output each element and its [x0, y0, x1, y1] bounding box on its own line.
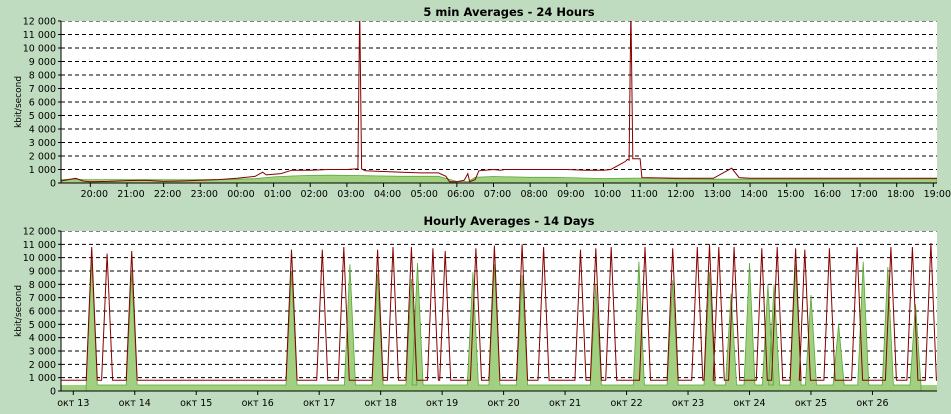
x-tick-label: 04:00 [374, 189, 401, 200]
outbound-line [61, 21, 937, 183]
x-tick-label: 16:00 [814, 189, 841, 200]
x-tick-label: 14:00 [740, 189, 767, 200]
y-tick-label: 0 [50, 179, 56, 190]
x-tick-label: 07:00 [484, 189, 511, 200]
chart-title: 5 min Averages - 24 Hours [423, 5, 594, 19]
y-tick-label: 11 000 [23, 30, 56, 41]
x-tick-label: 22:00 [154, 189, 181, 200]
y-tick-label: 7 000 [29, 84, 56, 95]
y-tick-label: 12 000 [23, 227, 56, 238]
y-tick-label: 9 000 [29, 267, 56, 278]
x-tick-label: 15:00 [777, 189, 804, 200]
y-tick-label: 1 000 [29, 165, 56, 176]
x-tick-label: 12:00 [667, 189, 694, 200]
x-tick-label: окт 25 [795, 398, 827, 409]
x-tick-label: 08:00 [520, 189, 547, 200]
x-tick-label: окт 20 [488, 398, 520, 409]
x-tick-label: 01:00 [264, 189, 291, 200]
inbound-area [85, 260, 922, 391]
y-tick-label: 7 000 [29, 293, 56, 304]
y-tick-label: 12 000 [23, 17, 56, 28]
y-tick-label: 2 000 [29, 152, 56, 163]
x-tick-label: 11:00 [630, 189, 657, 200]
x-tick-label: окт 22 [610, 398, 642, 409]
x-tick-label: 21:00 [117, 189, 144, 200]
x-tick-label: 20:00 [81, 189, 108, 200]
x-tick-label: 00:00 [227, 189, 254, 200]
x-tick-label: 03:00 [337, 189, 364, 200]
y-tick-label: 5 000 [29, 111, 56, 122]
x-tick-label: окт 23 [672, 398, 704, 409]
x-tick-label: окт 26 [856, 398, 888, 409]
y-tick-label: 4 000 [29, 125, 56, 136]
y-tick-label: 8 000 [29, 280, 56, 291]
y-tick-label: 3 000 [29, 138, 56, 149]
x-tick-label: 09:00 [557, 189, 584, 200]
chart-24-hours: 5 min Averages - 24 Hours 0 1 000 2 000 3 00… [14, 5, 951, 200]
x-tick-label: 05:00 [411, 189, 438, 200]
y-tick-label: 10 000 [23, 253, 56, 264]
x-tick-label: 02:00 [301, 189, 328, 200]
x-tick-label: 13:00 [704, 189, 731, 200]
y-tick-label: 9 000 [29, 57, 56, 68]
x-tick-label: окт 21 [549, 398, 581, 409]
y-tick-label: 2 000 [29, 360, 56, 371]
y-tick-label: 4 000 [29, 333, 56, 344]
y-tick-label: 5 000 [29, 320, 56, 331]
y-tick-label: 6 000 [29, 98, 56, 109]
chart-title: Hourly Averages - 14 Days [423, 214, 594, 228]
x-tick-label: 10:00 [594, 189, 621, 200]
chart-14-days: Hourly Averages - 14 Days 0 1 000 2 000 3 00… [14, 214, 937, 409]
x-tick-label: 17:00 [850, 189, 877, 200]
plot-data [61, 21, 937, 183]
y-tick-label: 10 000 [23, 44, 56, 55]
x-tick-label: 06:00 [447, 189, 474, 200]
y-tick-label: 1 000 [29, 373, 56, 384]
x-tick-label: окт 17 [303, 398, 335, 409]
x-tick-label: окт 13 [57, 398, 89, 409]
x-tick-label: 23:00 [191, 189, 218, 200]
x-tick-label: окт 19 [426, 398, 458, 409]
x-tick-label: окт 15 [180, 398, 212, 409]
y-axis-label: kbit/second [14, 76, 24, 128]
x-tick-label: окт 18 [365, 398, 397, 409]
y-tick-label: 6 000 [29, 307, 56, 318]
x-tick-label: 18:00 [887, 189, 914, 200]
x-tick-label: окт 24 [733, 398, 765, 409]
y-tick-label: 11 000 [23, 240, 56, 251]
x-tick-label: окт 16 [242, 398, 274, 409]
y-tick-label: 3 000 [29, 347, 56, 358]
outbound-line [61, 242, 937, 381]
x-tick-label: окт 14 [119, 398, 151, 409]
plot-data [61, 231, 937, 391]
y-axis-label: kbit/second [14, 285, 24, 337]
x-tick-label: 19:00 [924, 189, 951, 200]
y-tick-label: 8 000 [29, 71, 56, 82]
y-tick-label: 0 [50, 387, 56, 398]
